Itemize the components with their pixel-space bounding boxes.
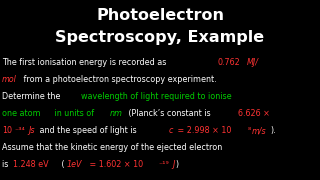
Text: (Planck’s constant is: (Planck’s constant is — [126, 109, 213, 118]
Text: Determine the: Determine the — [2, 92, 63, 101]
Text: ⁸: ⁸ — [247, 126, 251, 135]
Text: J: J — [173, 160, 175, 169]
Text: is: is — [2, 160, 11, 169]
Text: and the speed of light is: and the speed of light is — [37, 126, 139, 135]
Text: 10: 10 — [2, 126, 12, 135]
Text: Assume that the kinetic energy of the ejected electron: Assume that the kinetic energy of the ej… — [2, 143, 222, 152]
Text: Spectroscopy, Example: Spectroscopy, Example — [55, 30, 265, 45]
Text: 6.626 ×: 6.626 × — [238, 109, 270, 118]
Text: from a photoelectron spectroscopy experiment.: from a photoelectron spectroscopy experi… — [21, 75, 217, 84]
Text: ): ) — [176, 160, 179, 169]
Text: nm: nm — [109, 109, 122, 118]
Text: one atom: one atom — [2, 109, 41, 118]
Text: Photoelectron: Photoelectron — [96, 8, 224, 23]
Text: wavelength of light required to ionise: wavelength of light required to ionise — [81, 92, 231, 101]
Text: Js: Js — [29, 126, 35, 135]
Text: in units of: in units of — [52, 109, 96, 118]
Text: (: ( — [60, 160, 65, 169]
Text: 1.248 eV: 1.248 eV — [13, 160, 49, 169]
Text: m/s: m/s — [252, 126, 266, 135]
Text: 1eV: 1eV — [67, 160, 82, 169]
Text: = 2.998 × 10: = 2.998 × 10 — [175, 126, 231, 135]
Text: ).: ). — [270, 126, 276, 135]
Text: MJ/: MJ/ — [247, 58, 259, 67]
Text: mol: mol — [2, 75, 17, 84]
Text: ⁻³⁴: ⁻³⁴ — [15, 126, 26, 135]
Text: c: c — [169, 126, 173, 135]
Text: ⁻¹⁹: ⁻¹⁹ — [159, 160, 170, 169]
Text: The first ionisation energy is recorded as: The first ionisation energy is recorded … — [2, 58, 169, 67]
Text: = 1.602 × 10: = 1.602 × 10 — [86, 160, 143, 169]
Text: 0.762: 0.762 — [217, 58, 240, 67]
